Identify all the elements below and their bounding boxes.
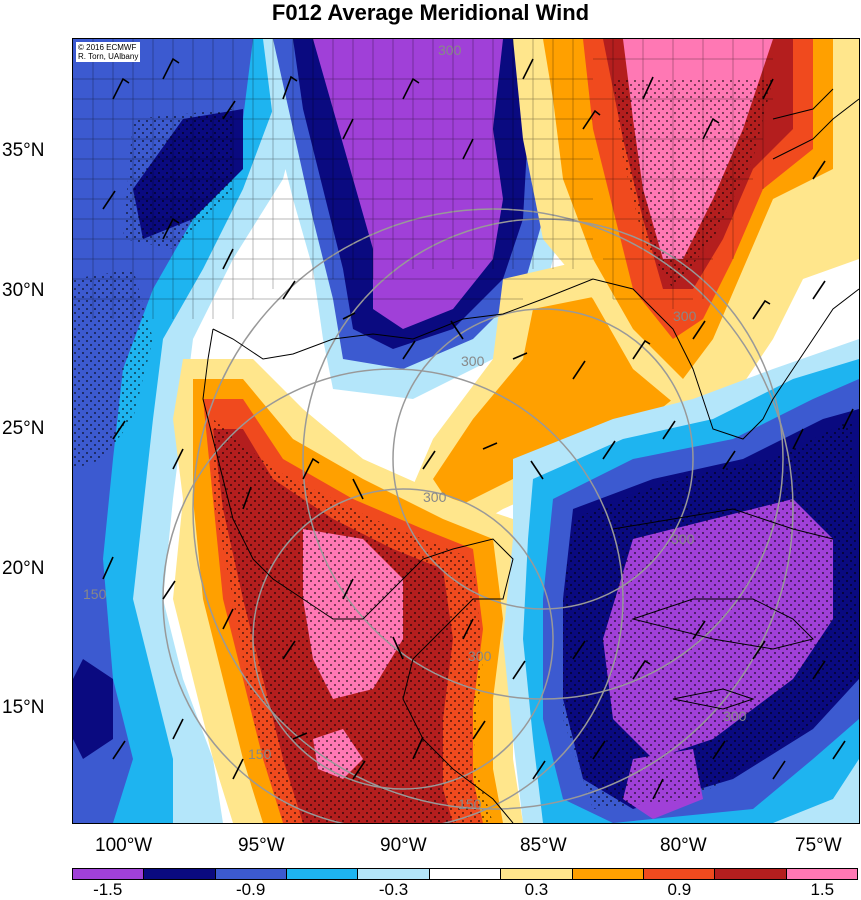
colorbar-tick-label: -0.3 <box>378 880 409 899</box>
stipple-sw <box>213 419 493 823</box>
colorbar-swatch <box>144 869 216 879</box>
credit-line: R. Torn, UAlbany <box>78 52 139 61</box>
lat-label: 20°N <box>2 558 45 579</box>
colorbar-swatch <box>643 869 716 879</box>
colorbar <box>72 868 858 880</box>
map-panel: 300 300 300 300 300 300 150 150 150 300 … <box>72 38 860 824</box>
credit-line: © 2016 ECMWF <box>78 43 137 52</box>
lon-label: 80°W <box>660 835 707 856</box>
lat-label: 35°N <box>2 140 45 161</box>
colorbar-tick-label: -1.5 <box>93 880 123 899</box>
colorbar-swatch <box>73 869 145 879</box>
contour-label: 150 <box>83 586 107 602</box>
chart-title: F012 Average Meridional Wind <box>271 0 590 25</box>
contour-label: 300 <box>438 42 462 58</box>
colorbar-swatch <box>287 869 359 879</box>
colorbar-swatch <box>715 869 787 879</box>
lon-label: 100°W <box>95 835 153 856</box>
wind-barbs <box>102 57 854 800</box>
stipple-se <box>563 419 859 809</box>
lat-label: 30°N <box>2 280 45 301</box>
lon-label: 95°W <box>238 835 285 856</box>
contour-label: 300 <box>461 353 485 369</box>
contour-label: 150 <box>458 796 482 812</box>
colorbar-tick-label: 0.9 <box>667 880 692 899</box>
colorbar-swatch <box>501 869 573 879</box>
lon-label: 85°W <box>520 835 567 856</box>
credit-box: © 2016 ECMWF R. Torn, UAlbany <box>76 42 141 62</box>
field-west-blue <box>73 39 253 823</box>
colorbar-tick-label: 0.3 <box>524 880 549 899</box>
field-west-navy-2 <box>73 659 113 759</box>
lat-label: 25°N <box>2 418 45 439</box>
field-north-purple <box>313 39 503 329</box>
county-grid <box>73 39 773 319</box>
map-canvas: 300 300 300 300 300 300 150 150 150 300 <box>73 39 859 823</box>
colorbar-swatch <box>786 869 857 879</box>
lat-label: 15°N <box>2 697 45 718</box>
lon-label: 75°W <box>795 835 842 856</box>
colorbar-tick-label: -0.9 <box>235 880 266 899</box>
contour-value-labels: 300 300 300 300 300 300 150 150 150 300 <box>83 42 747 812</box>
coastlines <box>202 88 859 823</box>
colorbar-swatch <box>429 869 502 879</box>
lon-label: 90°W <box>380 835 427 856</box>
colorbar-swatch <box>572 869 644 879</box>
field-center-orange <box>433 289 673 509</box>
contour-label: 300 <box>423 489 447 505</box>
contour-label: 300 <box>671 531 695 547</box>
colorbar-swatch <box>215 869 288 879</box>
contour-label: 300 <box>673 308 697 324</box>
contour-label: 300 <box>723 708 747 724</box>
contour-label: 300 <box>468 648 492 664</box>
contour-label: 150 <box>248 746 272 762</box>
colorbar-swatch <box>358 869 430 879</box>
colorbar-tick-label: 1.5 <box>810 880 835 899</box>
